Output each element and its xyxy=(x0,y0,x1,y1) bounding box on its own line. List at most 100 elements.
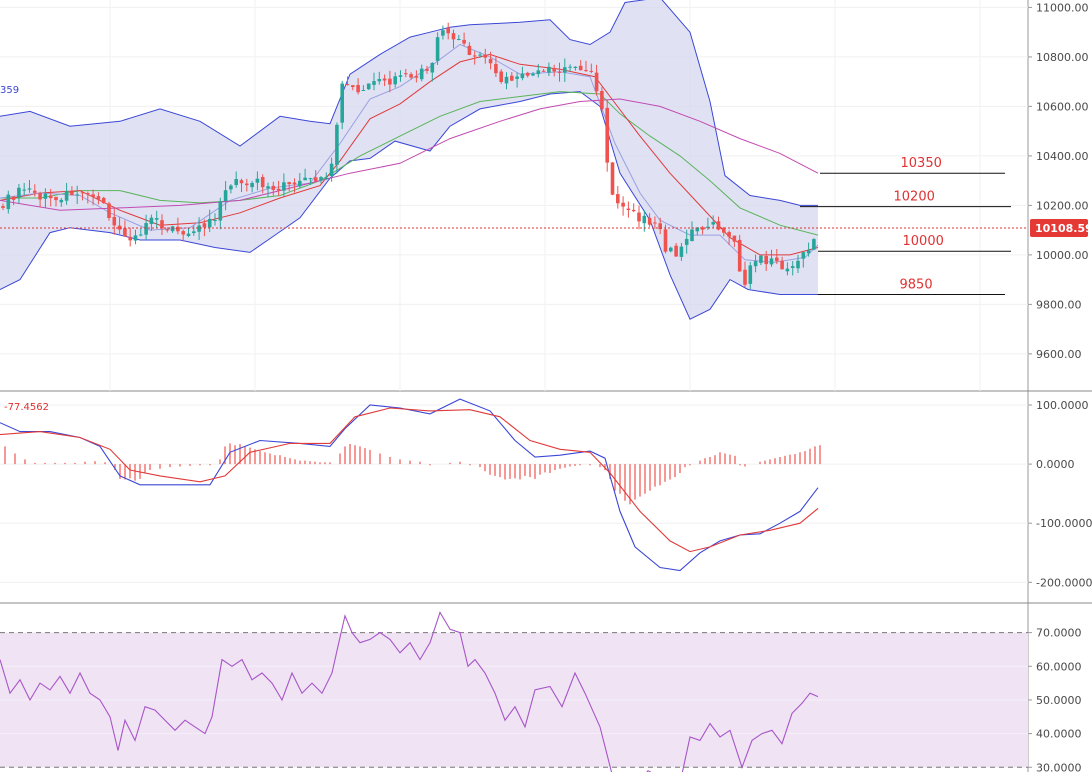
rsi-line xyxy=(0,611,819,772)
candle-body xyxy=(372,81,376,85)
candle-body xyxy=(716,221,721,230)
candle-body xyxy=(186,233,191,236)
candle-body xyxy=(128,236,132,241)
candle-body xyxy=(520,73,525,79)
candle-body xyxy=(404,73,408,75)
candle-body xyxy=(457,39,461,40)
candle-body xyxy=(610,162,615,195)
candle-body xyxy=(594,72,599,92)
rsi-axis-label: 40.0000 xyxy=(1036,728,1082,741)
candle-body xyxy=(86,193,90,195)
candle-body xyxy=(578,65,583,71)
candle-body xyxy=(48,195,53,199)
candle-body xyxy=(160,220,164,229)
candle-body xyxy=(91,194,95,197)
candle-body xyxy=(748,265,753,284)
price-axis-label: 10000.00 xyxy=(1036,249,1089,262)
macd-dea-line xyxy=(0,407,819,553)
candle-body xyxy=(38,193,42,200)
macd-axis-label: -100.0000 xyxy=(1036,517,1092,530)
candle-body xyxy=(563,67,567,73)
macd-grid xyxy=(0,404,1028,583)
candle-body xyxy=(510,75,514,81)
candle-body xyxy=(801,252,806,259)
price-axis-label: 9600.00 xyxy=(1036,348,1082,361)
candle-body xyxy=(732,235,737,242)
candle-body xyxy=(483,54,488,58)
candle-body xyxy=(478,54,482,56)
candle-body xyxy=(197,225,201,232)
candle-body xyxy=(54,196,58,201)
candle-body xyxy=(245,183,249,186)
candle-body xyxy=(351,85,355,87)
candle-body xyxy=(335,124,339,165)
rsi-axis-label: 30.0000 xyxy=(1036,761,1082,772)
candle-body xyxy=(573,66,578,68)
candle-body xyxy=(711,222,715,225)
candle-body xyxy=(329,163,334,176)
price-axis-label: 10800.00 xyxy=(1036,51,1089,64)
macd-lines xyxy=(0,398,819,572)
candle-body xyxy=(547,66,551,73)
candle-body xyxy=(541,70,546,72)
candle-body xyxy=(33,190,37,193)
price-axis-label: 11000.00 xyxy=(1036,1,1089,14)
candle-body xyxy=(43,193,48,199)
candle-body xyxy=(785,268,790,272)
candle-body xyxy=(1,206,5,208)
candle-body xyxy=(435,37,440,61)
candle-body xyxy=(488,58,493,64)
candle-body xyxy=(626,208,631,210)
candle-body xyxy=(276,188,281,191)
candle-body xyxy=(207,218,212,228)
series-bollinger-upper xyxy=(0,0,818,206)
candle-body xyxy=(764,256,768,265)
candle-body xyxy=(287,182,291,185)
candle-body xyxy=(753,261,758,267)
candle-body xyxy=(27,188,32,190)
candle-body xyxy=(165,229,170,231)
candle-body xyxy=(308,178,313,180)
candle-body xyxy=(504,76,509,84)
candle-body xyxy=(361,90,366,91)
candle-body xyxy=(117,225,122,230)
price-level-label: 10350 xyxy=(901,156,942,171)
candle-body xyxy=(568,66,572,68)
candle-body xyxy=(531,73,535,76)
candle-body xyxy=(600,91,604,110)
last-price-label: 10108.59 xyxy=(1035,222,1092,235)
candle-body xyxy=(181,231,185,235)
price-indicator-lines xyxy=(0,0,819,320)
candle-body xyxy=(356,85,360,93)
candle-body xyxy=(218,201,223,221)
candle-body xyxy=(727,232,731,237)
candle-body xyxy=(382,78,387,81)
candle-body xyxy=(324,177,329,179)
candle-body xyxy=(202,223,207,228)
candle-body xyxy=(22,189,26,191)
candle-body xyxy=(133,235,138,241)
candle-body xyxy=(340,83,344,123)
candle-body xyxy=(446,28,450,34)
candle-body xyxy=(616,194,620,204)
macd-dif-line xyxy=(0,398,819,572)
candle-body xyxy=(494,63,498,74)
candle-body xyxy=(260,177,265,188)
candle-body xyxy=(796,260,800,269)
candlesticks[interactable] xyxy=(1,22,816,289)
candle-body xyxy=(695,227,700,232)
price-axis[interactable]: 11000.00 10800.00 10600.00 10400.00 10200.00… xyxy=(1028,1,1089,361)
price-axis-label: 10200.00 xyxy=(1036,199,1089,212)
macd-axis[interactable]: 100.0000 0.0000 -100.0000 -200.0000 xyxy=(1028,399,1092,589)
candle-body xyxy=(70,191,74,196)
price-level-label: 10000 xyxy=(903,234,944,249)
rsi-grid xyxy=(0,632,1028,768)
candle-body xyxy=(144,223,148,235)
candle-body xyxy=(472,55,477,57)
rsi-axis[interactable]: 70.0000 60.0000 50.0000 40.0000 30.0000 xyxy=(1028,627,1082,772)
candle-body xyxy=(282,182,286,191)
candle-body xyxy=(414,76,419,78)
candle-body xyxy=(769,258,774,265)
price-levels[interactable]: 10350 10200 10000 9850 xyxy=(800,156,1011,295)
